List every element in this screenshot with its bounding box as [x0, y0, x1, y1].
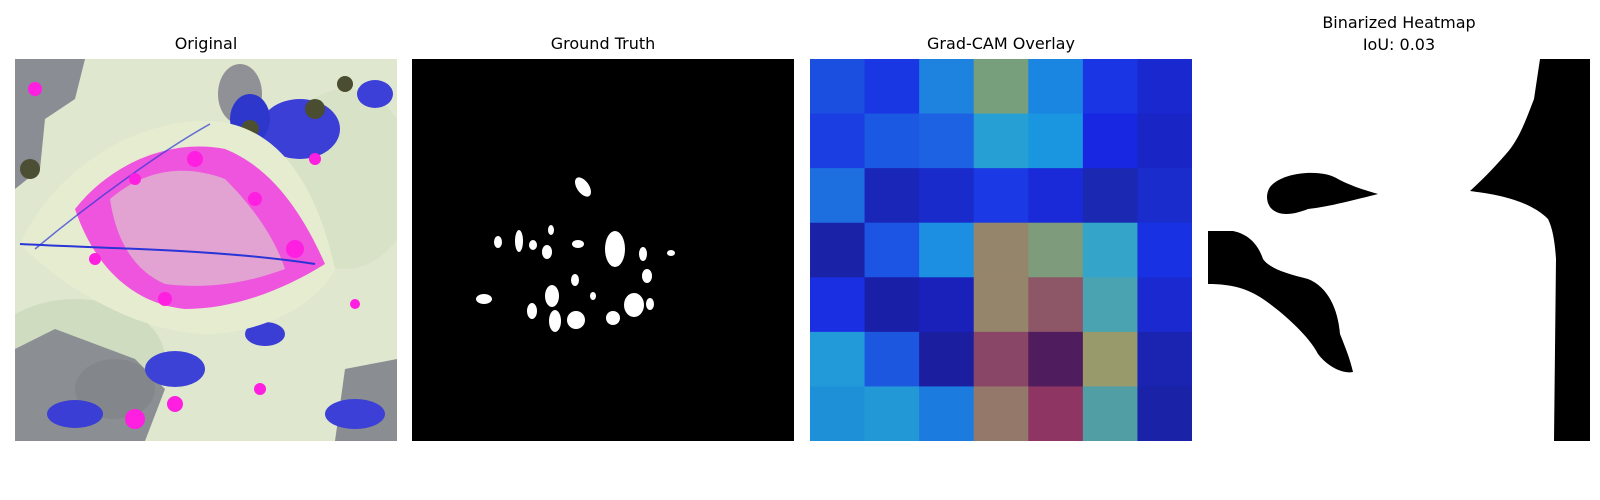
- gradcam-cell: [919, 331, 975, 388]
- ground-truth-mask: [412, 59, 794, 441]
- gradcam-cell: [810, 59, 866, 115]
- gradcam-cell: [973, 113, 1029, 169]
- gradcam-cell: [1082, 277, 1139, 333]
- gradcam-overlay-panel: [810, 59, 1192, 441]
- gradcam-cell: [1028, 222, 1084, 278]
- gradcam-cell: [864, 168, 920, 224]
- gradcam-cell: [864, 331, 920, 388]
- gradcam-cell: [1028, 331, 1084, 388]
- gradcam-cell: [973, 222, 1029, 278]
- gradcam-cell: [810, 331, 866, 388]
- binarized-heatmap-mask: [1208, 59, 1590, 441]
- panel-title-ground-truth: Ground Truth: [550, 34, 656, 53]
- gradcam-cell: [864, 277, 920, 333]
- gradcam-cell: [919, 59, 975, 115]
- gradcam-cell: [919, 222, 975, 278]
- gradcam-cell: [1028, 113, 1084, 169]
- gradcam-cell: [919, 168, 975, 224]
- gradcam-cell: [1028, 59, 1084, 115]
- gradcam-cell: [1137, 168, 1192, 224]
- original-image-panel: [15, 59, 397, 441]
- panel-title-gradcam-overlay: Grad-CAM Overlay: [927, 34, 1075, 53]
- panel-title-binarized-heatmap: Binarized Heatmap: [1322, 13, 1476, 32]
- gradcam-cell: [1137, 277, 1192, 333]
- gradcam-overlay-grid: [810, 59, 1192, 441]
- gradcam-cell: [1082, 168, 1139, 224]
- gradcam-cell: [1028, 168, 1084, 224]
- original-image: [15, 59, 397, 441]
- gradcam-cell: [1082, 113, 1139, 169]
- gradcam-cell: [864, 113, 920, 169]
- gradcam-cell: [864, 222, 920, 278]
- gradcam-cell: [810, 386, 866, 441]
- gradcam-cell: [973, 168, 1029, 224]
- ground-truth-panel: [412, 59, 794, 441]
- gradcam-cell: [864, 59, 920, 115]
- gradcam-cell: [973, 59, 1029, 115]
- gradcam-cell: [1137, 331, 1192, 388]
- binarized-heatmap-panel: [1208, 59, 1590, 441]
- gradcam-cell: [1137, 59, 1192, 115]
- gradcam-cell: [810, 113, 866, 169]
- gradcam-cell: [1082, 331, 1139, 388]
- gradcam-cell: [1028, 277, 1084, 333]
- gradcam-cell: [919, 386, 975, 441]
- gradcam-cell: [810, 168, 866, 224]
- gradcam-cell: [810, 277, 866, 333]
- panel-subtitle-iou: IoU: 0.03: [1362, 35, 1436, 54]
- gradcam-cell: [864, 386, 920, 441]
- gradcam-cell: [1137, 222, 1192, 278]
- gradcam-cell: [810, 222, 866, 278]
- gradcam-cell: [1082, 386, 1139, 441]
- panel-title-original: Original: [174, 34, 238, 53]
- gradcam-cell: [919, 277, 975, 333]
- gradcam-cell: [973, 331, 1029, 388]
- gradcam-cell: [919, 113, 975, 169]
- gradcam-cell: [1082, 59, 1139, 115]
- gradcam-cell: [1137, 386, 1192, 441]
- gradcam-cell: [1082, 222, 1139, 278]
- gradcam-cell: [1137, 113, 1192, 169]
- gradcam-cell: [1028, 386, 1084, 441]
- gradcam-cell: [973, 277, 1029, 333]
- gradcam-cell: [973, 386, 1029, 441]
